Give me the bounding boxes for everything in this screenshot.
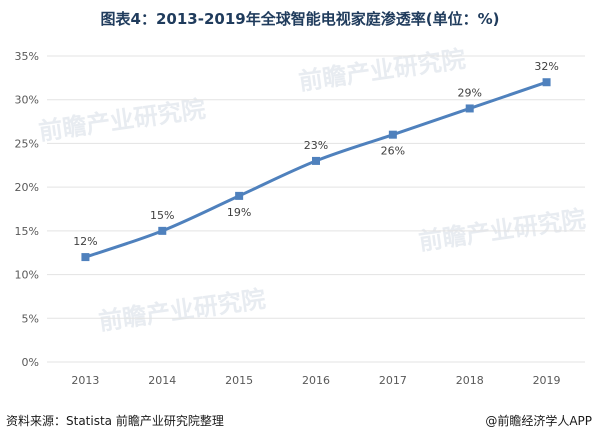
x-tick-label: 2015: [225, 374, 253, 387]
data-label: 19%: [227, 206, 251, 219]
x-tick-label: 2014: [148, 374, 176, 387]
source-note: 资料来源：Statista 前瞻产业研究院整理: [6, 414, 224, 428]
data-label: 23%: [304, 139, 328, 152]
y-tick-label: 30%: [15, 94, 39, 107]
data-point: [312, 156, 320, 165]
y-axis-ticks: 0% 5% 10% 15% 20% 25% 30% 35%: [15, 50, 39, 369]
x-axis-ticks: 2013 2014 2015 2016 2017 2018 2019: [71, 374, 560, 387]
data-point: [465, 104, 474, 113]
y-tick-label: 10%: [15, 269, 39, 282]
y-tick-label: 15%: [15, 225, 39, 238]
y-tick-label: 35%: [15, 50, 39, 63]
grid-lines: [47, 55, 585, 363]
data-point: [81, 253, 90, 262]
data-point: [542, 78, 551, 87]
data-label: 12%: [73, 235, 97, 248]
x-tick-label: 2013: [71, 374, 99, 387]
data-label: 26%: [381, 145, 405, 158]
x-tick-label: 2019: [533, 374, 561, 387]
y-tick-label: 20%: [15, 181, 39, 194]
watermark-text: 前瞻产业研究院: [97, 285, 267, 336]
data-labels: 12% 15% 19% 23% 26% 29% 32%: [73, 60, 559, 248]
data-point: [235, 191, 244, 200]
watermark-text: 前瞻产业研究院: [37, 95, 207, 146]
watermark-text: 前瞻产业研究院: [297, 45, 467, 96]
y-tick-label: 5%: [22, 312, 39, 325]
data-label: 15%: [150, 209, 174, 222]
chart-title: 图表4：2013-2019年全球智能电视家庭渗透率(单位：%): [100, 10, 500, 28]
data-point: [158, 226, 167, 235]
data-point: [388, 130, 397, 139]
brand-credit: @前瞻经济学人APP: [485, 414, 592, 428]
x-tick-label: 2017: [379, 374, 407, 387]
y-tick-label: 0%: [22, 356, 39, 369]
data-label: 29%: [457, 86, 481, 99]
x-tick-label: 2018: [456, 374, 484, 387]
data-label: 32%: [534, 60, 558, 73]
data-markers: [81, 78, 551, 262]
y-tick-label: 25%: [15, 137, 39, 150]
x-tick-label: 2016: [302, 374, 330, 387]
